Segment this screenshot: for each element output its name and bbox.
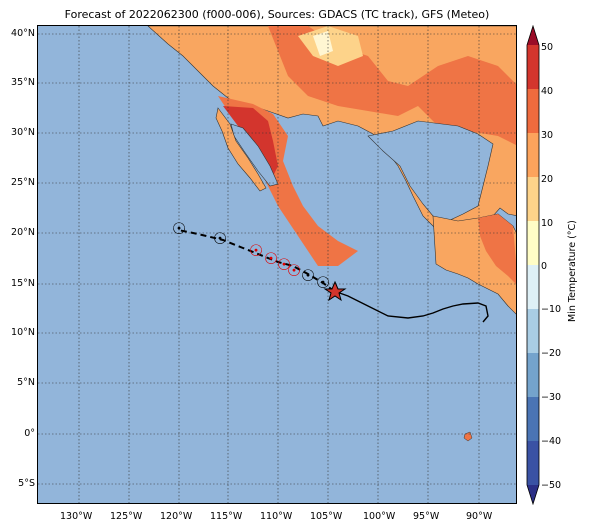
tropical-cyclone-icon: ☉ — [172, 219, 186, 238]
y-tick-label: 35°N — [11, 77, 35, 88]
colorbar-tick-label: 20 — [541, 174, 554, 185]
y-tick-label: 40°N — [11, 28, 35, 39]
tropical-cyclone-icon: ☉ — [277, 255, 291, 274]
colorbar-segment — [527, 177, 539, 222]
colorbar-segment — [527, 45, 539, 90]
colorbar-extend-top — [527, 26, 539, 45]
x-tick-label: 100°W — [363, 511, 396, 522]
colorbar-tick-label: −40 — [541, 436, 562, 447]
colorbar-tick-label: 40 — [541, 86, 554, 97]
colorbar-outline — [526, 25, 540, 505]
colorbar-extend-bottom — [527, 485, 539, 504]
colorbar-tick-label: 50 — [541, 42, 554, 53]
colorbar-segment — [527, 441, 539, 486]
colorbar-tick-label: −30 — [541, 392, 562, 403]
colorbar-segment — [527, 221, 539, 266]
forecast-track — [177, 229, 335, 292]
y-tick-label: 10°N — [11, 327, 35, 338]
y-tick-label: 0° — [24, 428, 35, 439]
colorbar-segment — [527, 265, 539, 310]
observed-track — [333, 290, 489, 323]
colorbar-tick-label: 10 — [541, 218, 554, 229]
colorbar — [526, 25, 540, 505]
tropical-cyclone-icon: ☉ — [264, 249, 278, 268]
tropical-cyclone-icon: ☉ — [213, 229, 227, 248]
tropical-cyclone-icon: ☉ — [249, 241, 263, 260]
current-position-star-icon — [323, 280, 347, 302]
y-tick-label: 15°N — [11, 278, 35, 289]
x-tick-label: 90°W — [466, 511, 493, 522]
map-frame: ☉ ☉ ☉ ☉ ☉ ☉ ☉ ☉ — [37, 25, 517, 504]
x-tick-label: 110°W — [260, 511, 293, 522]
x-tick-label: 125°W — [110, 511, 143, 522]
x-tick-label: 105°W — [310, 511, 343, 522]
y-tick-label: 25°N — [11, 177, 35, 188]
gulf-of-mexico — [367, 120, 494, 222]
colorbar-tick-label: 30 — [541, 130, 554, 141]
colorbar-segment — [527, 309, 539, 354]
colorbar-segment — [527, 397, 539, 442]
colorbar-tick-label: −50 — [541, 480, 562, 491]
y-tick-label: 5°N — [17, 377, 35, 388]
x-tick-label: 95°W — [413, 511, 440, 522]
chart-title: Forecast of 2022062300 (f000-006), Sourc… — [64, 8, 490, 21]
colorbar-segment — [527, 133, 539, 178]
colorbar-tick-label: −20 — [541, 348, 562, 359]
land-central-america-hot — [478, 214, 516, 284]
y-tick-label: 30°N — [11, 127, 35, 138]
colorbar-segment — [527, 353, 539, 398]
track-markers: ☉ ☉ ☉ ☉ ☉ ☉ ☉ ☉ — [172, 219, 330, 292]
x-tick-label: 120°W — [160, 511, 193, 522]
y-tick-label: 5°S — [18, 478, 35, 489]
tropical-cyclone-icon: ☉ — [287, 261, 301, 280]
baja-peninsula — [215, 107, 267, 192]
x-tick-label: 115°W — [210, 511, 243, 522]
gulf-of-california — [230, 123, 279, 187]
colorbar-tick-label: 0 — [541, 261, 548, 272]
colorbar-segments — [527, 26, 539, 504]
map-canvas: ☉ ☉ ☉ ☉ ☉ ☉ ☉ ☉ — [38, 26, 516, 503]
colorbar-tick-label: −10 — [541, 304, 562, 315]
tropical-cyclone-icon: ☉ — [316, 273, 330, 292]
y-tick-label: 20°N — [11, 227, 35, 238]
gridlines — [38, 26, 516, 503]
x-tick-label: 130°W — [60, 511, 93, 522]
colorbar-segment — [527, 89, 539, 134]
tropical-cyclone-icon: ☉ — [301, 266, 315, 285]
colorbar-title: Min Temperature (°C) — [567, 220, 578, 322]
